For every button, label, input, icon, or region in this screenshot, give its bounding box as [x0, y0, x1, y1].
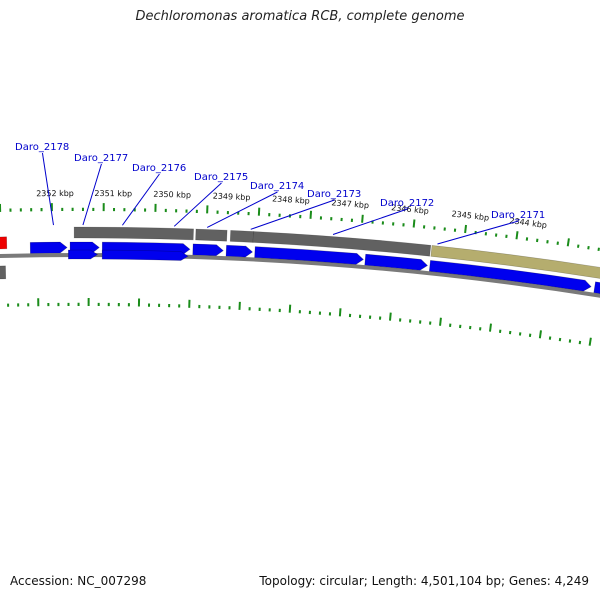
gene-label: Daro_2176 [132, 163, 186, 174]
gene-label-connector [122, 173, 160, 226]
scale-label: 2347 kbp [331, 198, 369, 210]
scale-label: 2346 kbp [391, 203, 429, 216]
outer-tick [412, 219, 416, 228]
gene-region-block [430, 245, 600, 279]
gene-label-connector [250, 199, 335, 230]
cds-arrow-lower [101, 249, 189, 261]
gene-label: Daro_2175 [194, 172, 248, 183]
gene-region-stub [0, 265, 7, 280]
scale-label: 2349 kbp [213, 192, 251, 203]
inner-tick [538, 330, 542, 339]
inner-tick [439, 317, 442, 326]
gene-region-block [195, 228, 228, 242]
genome-summary-text: Topology: circular; Length: 4,501,104 bp… [259, 574, 589, 588]
scale-labels: 2352 kbp 2351 kbp 2350 kbp 2349 kbp 2348 kbp… [36, 189, 547, 230]
gene-label: Daro_2173 [307, 189, 361, 200]
cds-arrow [29, 241, 68, 254]
gene-label: Daro_2172 [380, 198, 434, 209]
backbone-line [0, 253, 600, 298]
cds-arrow [364, 253, 429, 271]
gene-labels: Daro_2178Daro_2177Daro_2176Daro_2175Daro… [15, 142, 545, 245]
rna-feature [0, 236, 8, 250]
gene-region-track [0, 226, 600, 280]
outer-tick-ring [0, 203, 600, 252]
gene-region-block [73, 226, 194, 241]
gene-label-connector [332, 208, 408, 235]
genome-backbone [0, 253, 600, 298]
scale-label: 2348 kbp [272, 194, 310, 205]
cds-arrow [593, 281, 600, 294]
scale-label: 2345 kbp [451, 209, 489, 222]
inner-tick [288, 304, 292, 313]
gene-label: Daro_2177 [74, 153, 128, 164]
gene-label: Daro_2178 [15, 142, 69, 153]
genome-title: Dechloromonas aromatica RCB, complete ge… [135, 9, 465, 24]
outer-tick [515, 231, 519, 240]
accession-text: Accession: NC_007298 [10, 574, 147, 588]
inner-tick-ring [7, 298, 592, 346]
gene-label-connector [437, 220, 519, 245]
inner-tick [588, 337, 592, 346]
gene-label-connector [206, 191, 278, 228]
outer-tick [361, 214, 364, 223]
scale-label: 2352 kbp [36, 189, 74, 198]
gene-region-block [229, 230, 254, 243]
gene-region-block [252, 231, 432, 257]
cds-arrow-lower [68, 249, 99, 260]
cds-track-lower [68, 249, 189, 261]
outer-tick [464, 224, 468, 234]
outer-tick [566, 238, 570, 247]
inner-tick [388, 312, 392, 321]
cds-arrow [428, 260, 592, 292]
inner-tick [338, 308, 342, 317]
outer-tick [309, 210, 313, 219]
inner-tick [489, 323, 492, 332]
gene-label-connector [82, 163, 102, 226]
scale-label: 2350 kbp [153, 190, 191, 200]
cds-arrow [192, 243, 224, 257]
gene-label-connector [41, 152, 54, 226]
scale-label: 2351 kbp [94, 189, 132, 198]
cds-arrow [254, 246, 364, 265]
gene-label: Daro_2174 [250, 181, 304, 192]
gene-label-connector [173, 182, 222, 227]
cds-arrow [225, 244, 254, 258]
gene-label: Daro_2171 [491, 210, 545, 221]
